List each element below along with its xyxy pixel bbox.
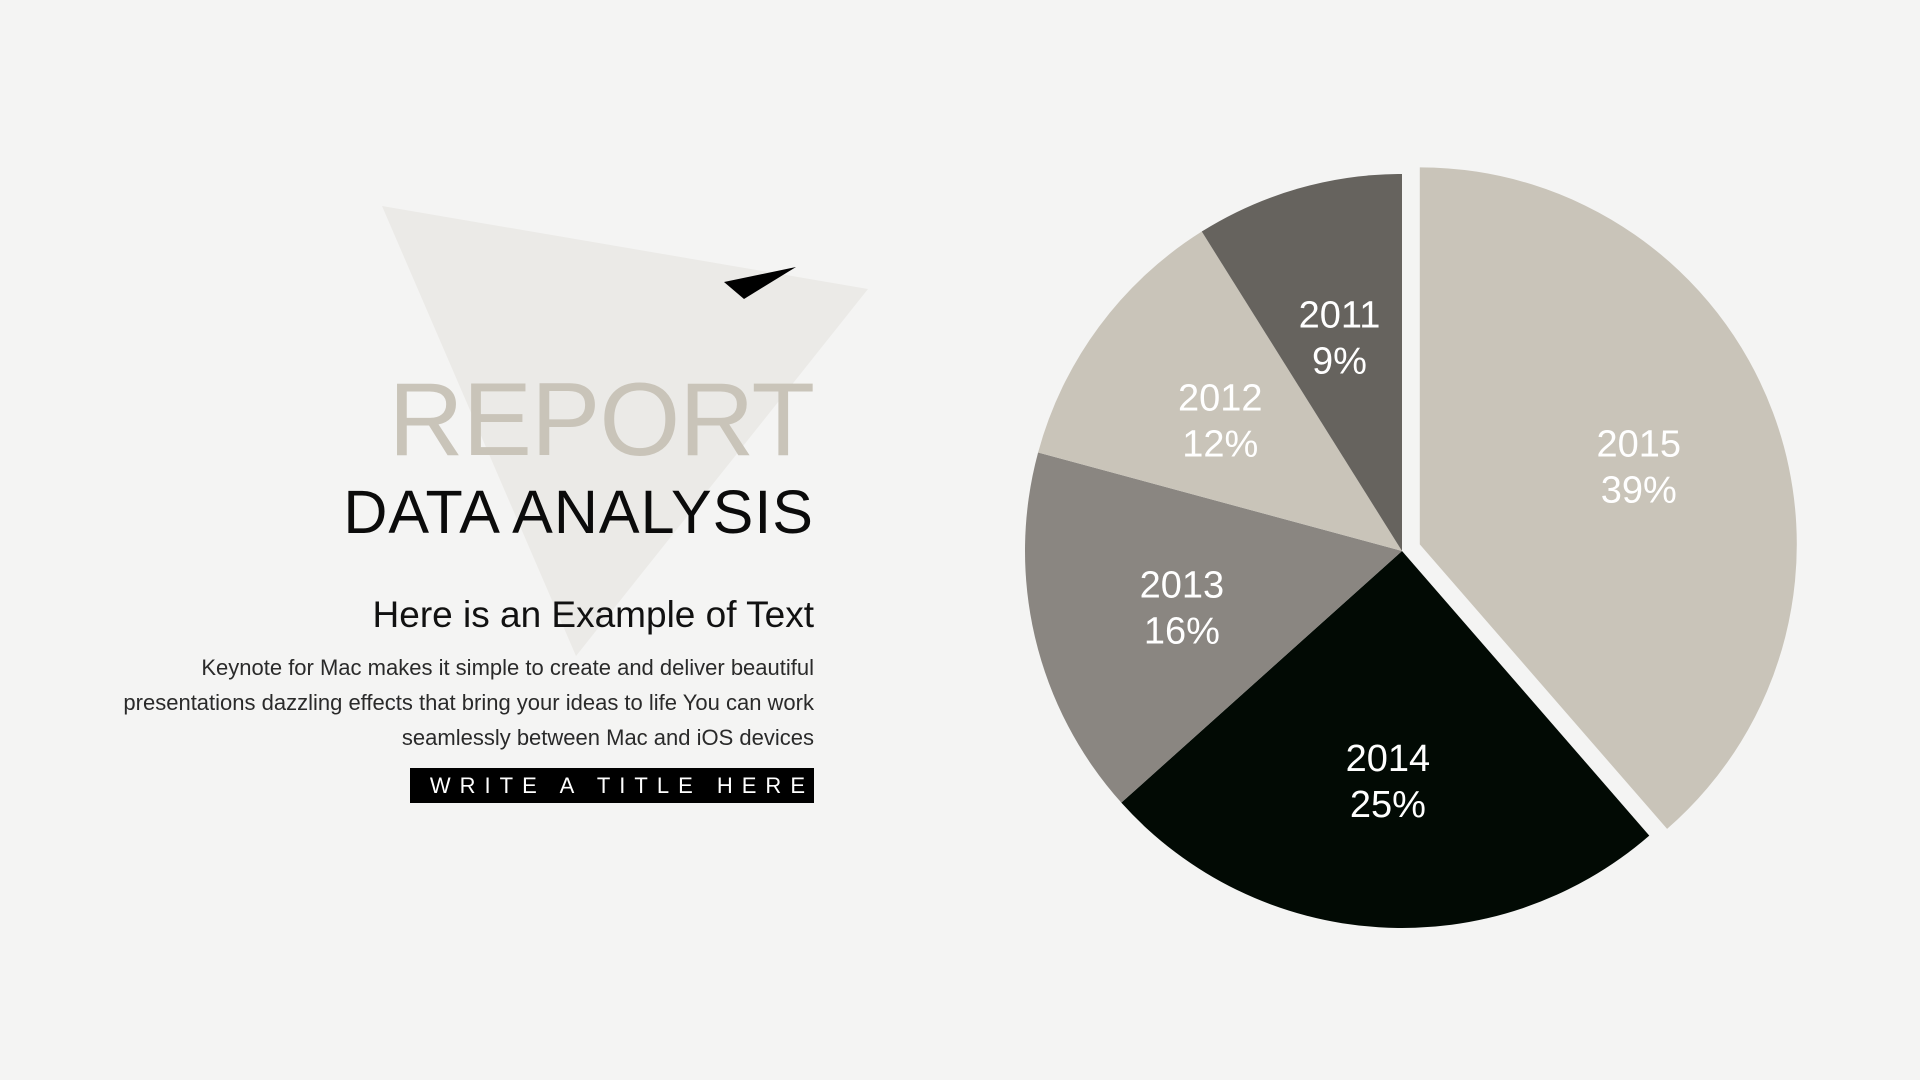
slice-year-label-2011: 2011	[1299, 295, 1381, 337]
paper-plane-icon	[724, 267, 796, 299]
body-paragraph: Keynote for Mac makes it simple to creat…	[123, 655, 814, 750]
slice-year-label-2013: 2013	[1140, 564, 1225, 606]
write-title-button[interactable]: WRITE A TITLE HERE	[410, 768, 814, 803]
data-analysis-subheading: DATA ANALYSIS	[343, 478, 814, 546]
slice-percent-label-2015: 39%	[1601, 470, 1677, 512]
example-text-title: Here is an Example of Text	[372, 594, 814, 635]
slice-year-label-2012: 2012	[1178, 377, 1263, 419]
pie-slice-2015	[1419, 167, 1797, 829]
pie-slice-2013	[1025, 452, 1402, 803]
pie-slice-2014	[1121, 551, 1650, 928]
slice-percent-label-2012: 12%	[1182, 423, 1258, 465]
slice-year-label-2015: 2015	[1596, 424, 1681, 466]
slice-percent-label-2011: 9%	[1312, 341, 1367, 383]
slice-percent-label-2013: 16%	[1144, 610, 1220, 652]
report-heading: REPORT	[388, 362, 815, 478]
slice-year-label-2014: 2014	[1346, 738, 1431, 780]
slice-percent-label-2014: 25%	[1350, 784, 1426, 826]
pie-slice-2012	[1038, 231, 1402, 551]
pie-slice-2011	[1201, 174, 1402, 551]
triangle-shape	[382, 206, 868, 656]
